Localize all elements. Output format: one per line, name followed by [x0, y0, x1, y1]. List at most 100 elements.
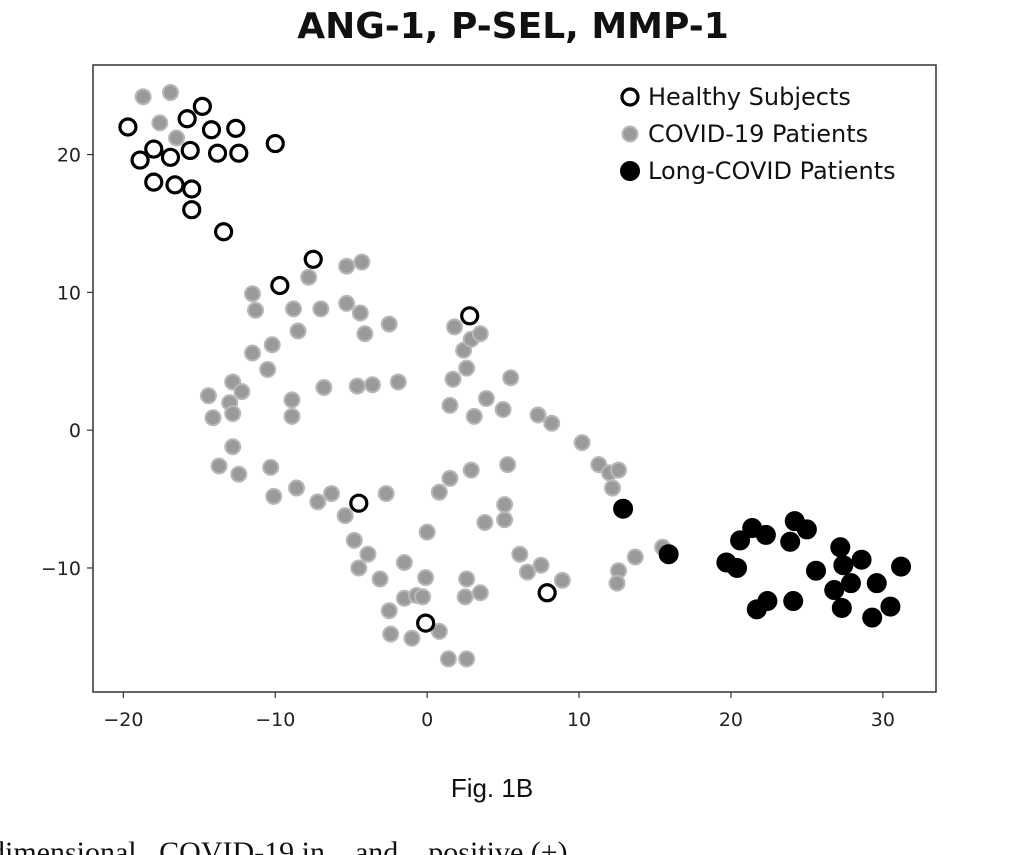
long-covid-patient-point: [756, 525, 775, 544]
covid-19-patient-point: [459, 361, 474, 376]
covid-19-patient-point: [152, 115, 167, 130]
legend-item-long-covid-patients: Long-COVID Patients: [621, 157, 896, 185]
covid-19-patient-point: [357, 326, 372, 341]
legend-label: COVID-19 Patients: [648, 120, 868, 148]
covid-19-patient-point: [339, 296, 354, 311]
covid-19-patient-point: [382, 317, 397, 332]
healthy-subjects-point: [418, 615, 434, 631]
healthy-subjects-point: [162, 149, 178, 165]
covid-19-patient-point: [611, 463, 626, 478]
covid-19-patient-point: [284, 409, 299, 424]
covid-19-patient-point: [534, 558, 549, 573]
healthy-subjects-point: [184, 202, 200, 218]
covid-19-patient-point: [245, 286, 260, 301]
legend-item-healthy-subjects: Healthy Subjects: [622, 83, 851, 111]
covid-19-patient-point: [575, 435, 590, 450]
y-tick-label: 10: [57, 282, 81, 304]
covid-19-patient-point: [397, 555, 412, 570]
legend-marker: [621, 162, 640, 181]
covid-19-patient-point: [373, 572, 388, 587]
covid-19-patient-point: [289, 481, 304, 496]
covid-19-patient-point: [245, 346, 260, 361]
covid-19-patient-point: [212, 459, 227, 474]
x-tick-label: 0: [421, 709, 433, 731]
healthy-subjects-point: [194, 98, 210, 114]
healthy-subjects-point: [132, 152, 148, 168]
covid-19-patient-point: [418, 570, 433, 585]
x-tick-label: 10: [567, 709, 591, 731]
covid-19-patient-point: [205, 410, 220, 425]
covid-19-patient-point: [459, 572, 474, 587]
y-tick-label: −10: [41, 558, 81, 580]
long-covid-patient-point: [863, 608, 882, 627]
long-covid-patient-point: [852, 550, 871, 569]
long-covid-patient-point: [831, 538, 850, 557]
covid-19-patient-point: [338, 508, 353, 523]
long-covid-patient-point: [797, 520, 816, 539]
covid-19-patient-point: [350, 379, 365, 394]
covid-19-patient-point: [136, 89, 151, 104]
healthy-subjects-point: [272, 277, 288, 293]
covid-19-patient-point: [265, 337, 280, 352]
long-covid-patient-point: [781, 532, 800, 551]
covid-19-patient-point: [628, 549, 643, 564]
covid-19-patient-point: [496, 402, 511, 417]
legend: Healthy Subjects COVID-19 Patients Long-CO…: [621, 83, 896, 185]
covid-19-patient-point: [464, 463, 479, 478]
x-axis: −20−100102030: [103, 692, 895, 731]
healthy-subjects-point: [167, 177, 183, 193]
covid-19-patient-point: [420, 525, 435, 540]
covid-19-patient-point: [310, 494, 325, 509]
covid-19-patient-point: [291, 323, 306, 338]
healthy-subjects-point: [305, 251, 321, 267]
healthy-subjects-point: [216, 224, 232, 240]
healthy-subjects-point: [231, 145, 247, 161]
covid-19-patient-point: [379, 486, 394, 501]
covid-19-patient-point: [353, 306, 368, 321]
long-covid-patient-point: [659, 545, 678, 564]
covid-19-patient-point: [512, 547, 527, 562]
covid-19-patient-point: [404, 631, 419, 646]
covid-19-patient-point: [479, 391, 494, 406]
long-covid-patient-point: [841, 574, 860, 593]
long-covid-patient-point: [784, 592, 803, 611]
x-tick-label: −10: [255, 709, 295, 731]
covid-19-patient-point: [415, 589, 430, 604]
covid-19-patient-point: [383, 627, 398, 642]
covid-19-patient-point: [163, 85, 178, 100]
covid-19-patient-point: [497, 512, 512, 527]
x-tick-label: −20: [103, 709, 143, 731]
covid-19-patient-point: [473, 585, 488, 600]
covid-19-patient-point: [605, 481, 620, 496]
long-covid-patient-point: [614, 499, 633, 518]
covid-19-patient-point: [520, 565, 535, 580]
long-covid-patient-point: [758, 592, 777, 611]
figure-caption: Fig. 1B: [451, 773, 533, 803]
covid-19-patient-point: [610, 576, 625, 591]
covid-19-patient-point: [169, 131, 184, 146]
covid-19-patient-point: [351, 560, 366, 575]
covid-19-patient-point: [531, 408, 546, 423]
y-axis: −1001020: [41, 145, 93, 580]
healthy-subjects-point: [267, 136, 283, 152]
covid-19-patient-point: [442, 398, 457, 413]
y-tick-label: 20: [57, 145, 81, 167]
covid-19-patient-point: [263, 460, 278, 475]
covid-19-patient-point: [441, 651, 456, 666]
covid-19-patient-point: [477, 515, 492, 530]
covid-19-patient-point: [467, 409, 482, 424]
legend-label: Long-COVID Patients: [648, 157, 896, 185]
covid-19-patient-point: [365, 377, 380, 392]
x-tick-label: 30: [871, 709, 895, 731]
healthy-subjects-point: [351, 495, 367, 511]
covid-19-patient-point: [324, 486, 339, 501]
covid-19-patient-point: [382, 603, 397, 618]
covid-19-patient-point: [497, 497, 512, 512]
long-covid-patient-point: [832, 598, 851, 617]
healthy-subjects-point: [228, 120, 244, 136]
covid-19-patient-point: [260, 362, 275, 377]
long-covid-patient-point: [834, 556, 853, 575]
covid-19-patient-point: [354, 255, 369, 270]
long-covid-patient-point: [892, 557, 911, 576]
